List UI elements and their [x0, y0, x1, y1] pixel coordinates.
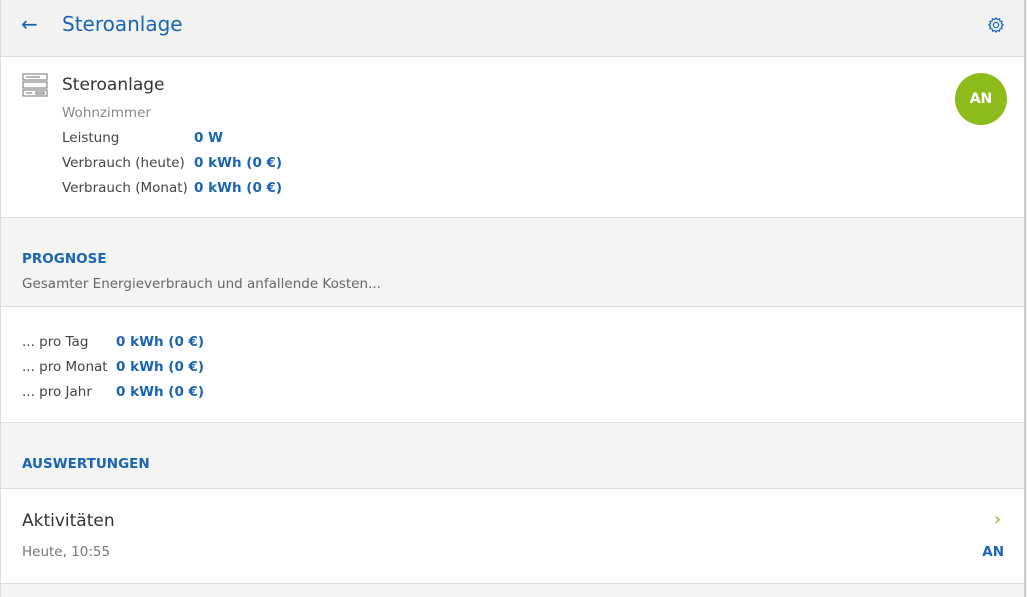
row-value: 0 kWh (0 €) [116, 384, 205, 400]
stereo-device-icon [22, 73, 48, 97]
info-row-month: Verbrauch (Monat) 0 kWh (0 €) [62, 180, 282, 196]
info-row-power: Leistung 0 W [62, 130, 223, 146]
device-room: Wohnzimmer [62, 105, 151, 121]
activities-status: AN [982, 544, 1004, 560]
activities-time: Heute, 10:55 [22, 544, 111, 560]
auswertungen-header: AUSWERTUNGEN [1, 423, 1024, 489]
section-subtitle: Gesamter Energieverbrauch und anfallende… [22, 276, 381, 292]
prognose-header: PROGNOSE Gesamter Energieverbrauch und a… [1, 218, 1024, 307]
section-heading: PROGNOSE [22, 251, 107, 267]
back-button[interactable]: ← [21, 12, 38, 36]
info-row-today: Verbrauch (heute) 0 kWh (0 €) [62, 155, 282, 171]
row-value: 0 kWh (0 €) [194, 155, 283, 171]
chevron-right-icon: › [994, 509, 1002, 530]
row-label: ... pro Tag [22, 334, 89, 350]
row-label: ... pro Monat [22, 359, 108, 375]
section-heading: AUSWERTUNGEN [22, 456, 150, 472]
row-value: 0 W [194, 130, 223, 146]
row-label: ... pro Jahr [22, 384, 92, 400]
power-toggle-button[interactable]: AN [955, 73, 1007, 125]
row-label: Verbrauch (heute) [62, 155, 185, 171]
activities-title: Aktivitäten [22, 511, 115, 531]
device-name: Steroanlage [62, 75, 165, 95]
row-value: 0 kWh (0 €) [116, 334, 205, 350]
forecast-row-day: ... pro Tag 0 kWh (0 €) [22, 334, 204, 350]
activities-item[interactable]: Aktivitäten Heute, 10:55 › AN [1, 489, 1024, 584]
gear-icon[interactable] [987, 16, 1005, 34]
page-title: Steroanlage [62, 12, 183, 36]
header: ← Steroanlage [1, 0, 1024, 57]
row-value: 0 kWh (0 €) [194, 180, 283, 196]
row-label: Leistung [62, 130, 120, 146]
row-label: Verbrauch (Monat) [62, 180, 188, 196]
forecast-row-month: ... pro Monat 0 kWh (0 €) [22, 359, 204, 375]
device-card: Steroanlage Wohnzimmer Leistung 0 W Verbr… [1, 57, 1024, 218]
forecast-row-year: ... pro Jahr 0 kWh (0 €) [22, 384, 204, 400]
row-value: 0 kWh (0 €) [116, 359, 205, 375]
prognose-list: ... pro Tag 0 kWh (0 €) ... pro Monat 0 kW… [1, 307, 1024, 423]
